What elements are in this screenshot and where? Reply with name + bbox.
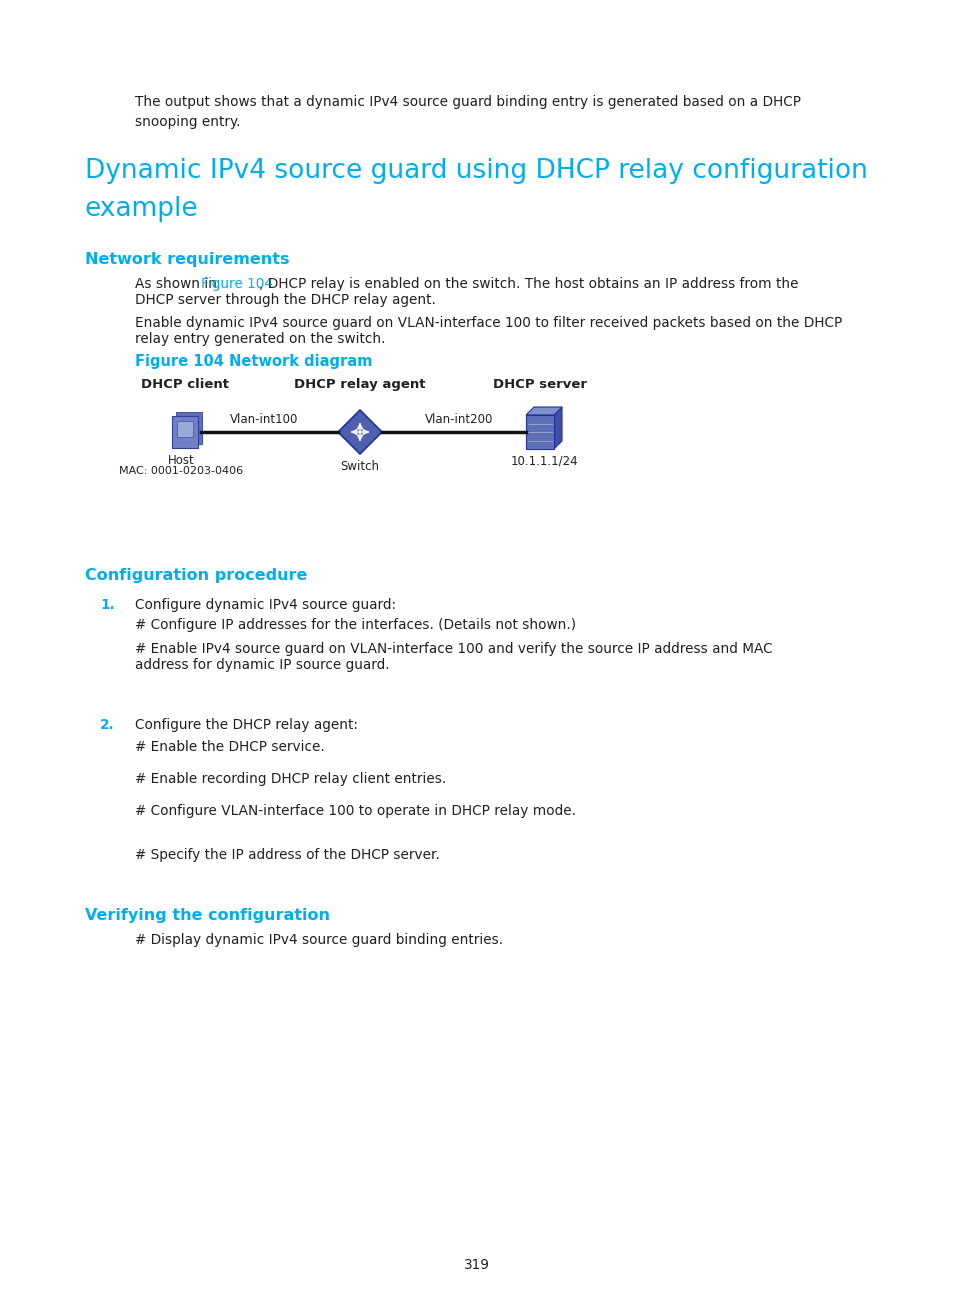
- Text: # Specify the IP address of the DHCP server.: # Specify the IP address of the DHCP ser…: [135, 848, 439, 862]
- Polygon shape: [525, 407, 561, 415]
- Text: The output shows that a dynamic IPv4 source guard binding entry is generated bas: The output shows that a dynamic IPv4 sou…: [135, 95, 801, 109]
- Text: # Enable recording DHCP relay client entries.: # Enable recording DHCP relay client ent…: [135, 772, 446, 785]
- Text: # Configure IP addresses for the interfaces. (Details not shown.): # Configure IP addresses for the interfa…: [135, 618, 576, 632]
- Text: Network requirements: Network requirements: [85, 251, 289, 267]
- Text: Figure 104: Figure 104: [201, 277, 273, 292]
- Text: DHCP server through the DHCP relay agent.: DHCP server through the DHCP relay agent…: [135, 293, 436, 307]
- Text: 319: 319: [463, 1258, 490, 1271]
- Text: Switch: Switch: [340, 460, 379, 473]
- Text: Verifying the configuration: Verifying the configuration: [85, 908, 330, 923]
- Text: example: example: [85, 196, 198, 222]
- FancyBboxPatch shape: [525, 415, 554, 448]
- Text: 1.: 1.: [100, 597, 114, 612]
- Text: Vlan-int200: Vlan-int200: [424, 413, 493, 426]
- Text: # Enable IPv4 source guard on VLAN-interface 100 and verify the source IP addres: # Enable IPv4 source guard on VLAN-inter…: [135, 642, 772, 656]
- FancyBboxPatch shape: [172, 416, 198, 448]
- FancyBboxPatch shape: [175, 412, 202, 445]
- Text: Configure dynamic IPv4 source guard:: Configure dynamic IPv4 source guard:: [135, 597, 395, 612]
- FancyBboxPatch shape: [177, 421, 193, 437]
- Text: , DHCP relay is enabled on the switch. The host obtains an IP address from the: , DHCP relay is enabled on the switch. T…: [258, 277, 798, 292]
- Text: relay entry generated on the switch.: relay entry generated on the switch.: [135, 332, 385, 346]
- Text: 2.: 2.: [100, 718, 114, 732]
- Text: 10.1.1.1/24: 10.1.1.1/24: [510, 454, 578, 467]
- Text: Enable dynamic IPv4 source guard on VLAN-interface 100 to filter received packet: Enable dynamic IPv4 source guard on VLAN…: [135, 316, 841, 330]
- Text: As shown in: As shown in: [135, 277, 221, 292]
- Text: Host: Host: [168, 454, 194, 467]
- Text: address for dynamic IP source guard.: address for dynamic IP source guard.: [135, 658, 389, 673]
- Text: DHCP client: DHCP client: [141, 378, 229, 391]
- Text: snooping entry.: snooping entry.: [135, 115, 240, 130]
- Text: # Display dynamic IPv4 source guard binding entries.: # Display dynamic IPv4 source guard bind…: [135, 933, 502, 947]
- Polygon shape: [337, 410, 381, 454]
- Text: # Enable the DHCP service.: # Enable the DHCP service.: [135, 740, 324, 754]
- Text: MAC: 0001-0203-0406: MAC: 0001-0203-0406: [119, 467, 243, 476]
- Text: Configure the DHCP relay agent:: Configure the DHCP relay agent:: [135, 718, 357, 732]
- Text: DHCP server: DHCP server: [493, 378, 586, 391]
- Text: Dynamic IPv4 source guard using DHCP relay configuration: Dynamic IPv4 source guard using DHCP rel…: [85, 158, 867, 184]
- Text: Configuration procedure: Configuration procedure: [85, 568, 307, 583]
- Text: # Configure VLAN-interface 100 to operate in DHCP relay mode.: # Configure VLAN-interface 100 to operat…: [135, 804, 576, 818]
- Text: Vlan-int100: Vlan-int100: [230, 413, 298, 426]
- Text: DHCP relay agent: DHCP relay agent: [294, 378, 425, 391]
- Text: Figure 104 Network diagram: Figure 104 Network diagram: [135, 354, 372, 369]
- Polygon shape: [554, 407, 561, 448]
